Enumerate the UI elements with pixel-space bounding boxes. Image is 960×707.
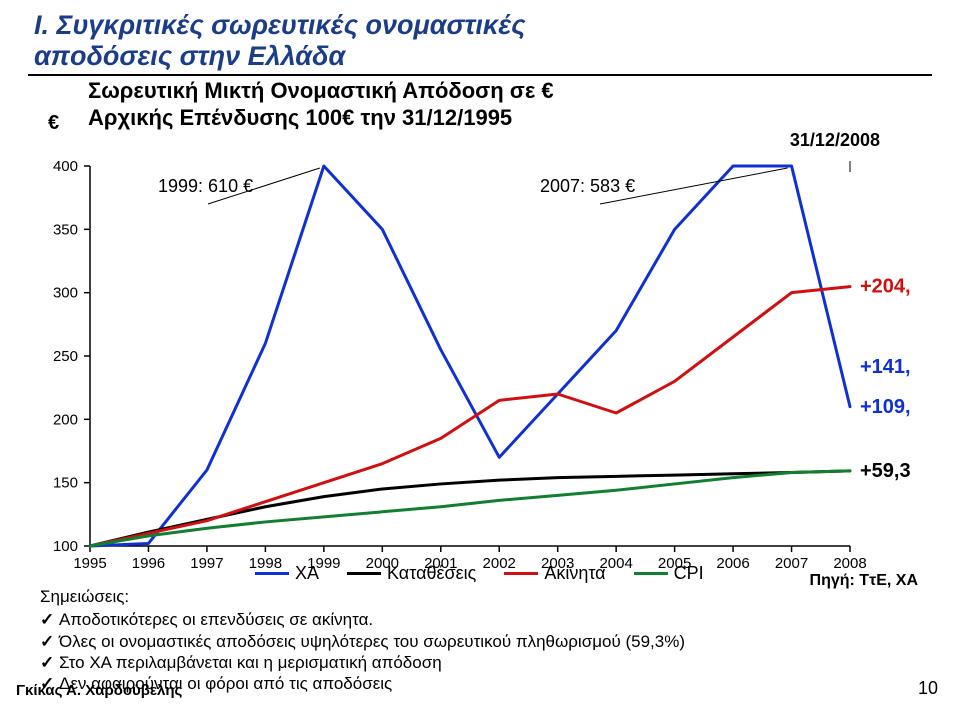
legend-label: CPI bbox=[674, 563, 704, 583]
svg-text:300: 300 bbox=[53, 285, 78, 302]
notes-item: Αποδοτικότερες οι επενδύσεις σε ακίνητα. bbox=[40, 609, 920, 630]
svg-text:250: 250 bbox=[53, 348, 78, 365]
svg-text:100: 100 bbox=[53, 538, 78, 555]
svg-text:1995: 1995 bbox=[73, 555, 106, 572]
legend-swatch bbox=[634, 572, 668, 575]
svg-text:350: 350 bbox=[53, 221, 78, 238]
svg-text:+109,7%: +109,7% bbox=[860, 396, 910, 418]
legend-label: Καταθέσεις bbox=[387, 563, 476, 583]
title-line-1: I. Συγκριτικές σωρευτικές ονομαστικές bbox=[34, 10, 960, 41]
svg-text:2008: 2008 bbox=[833, 555, 866, 572]
chart-area: 1001502002503003504001995199619971998199… bbox=[30, 156, 930, 586]
svg-text:+141,3%: +141,3% bbox=[860, 356, 910, 378]
svg-text:1997: 1997 bbox=[190, 555, 223, 572]
legend-swatch bbox=[255, 572, 289, 575]
svg-text:150: 150 bbox=[53, 475, 78, 492]
footer-author: Γκίκας Α. Χαρδούβελης bbox=[16, 682, 182, 699]
svg-text:2007: 583 €: 2007: 583 € bbox=[540, 176, 635, 196]
svg-text:1999: 610 €: 1999: 610 € bbox=[158, 176, 253, 196]
subtitle-block: Σωρευτική Μικτή Ονομαστική Απόδοση σε € … bbox=[0, 72, 960, 132]
legend-label: Ακίνητα bbox=[544, 563, 605, 583]
notes-block: Σημειώσεις: Αποδοτικότερες οι επενδύσεις… bbox=[40, 586, 920, 694]
legend: ΧΑ Καταθέσεις Ακίνητα CPI bbox=[235, 562, 712, 584]
svg-text:2006: 2006 bbox=[716, 555, 749, 572]
legend-swatch bbox=[347, 572, 381, 575]
title-line-2: αποδόσεις στην Ελλάδα bbox=[34, 41, 960, 72]
svg-text:+204,8%: +204,8% bbox=[860, 276, 910, 298]
subtitle-line-2: Αρχικής Επένδυσης 100€ την 31/12/1995 bbox=[88, 105, 960, 132]
title-block: I. Συγκριτικές σωρευτικές ονομαστικές απ… bbox=[0, 0, 960, 72]
line-chart-svg: 1001502002503003504001995199619971998199… bbox=[30, 156, 910, 576]
page-number: 10 bbox=[918, 678, 938, 699]
legend-swatch bbox=[504, 572, 538, 575]
subtitle-line-1: Σωρευτική Μικτή Ονομαστική Απόδοση σε € bbox=[88, 78, 960, 105]
notes-item: Όλες οι ονομαστικές αποδόσεις υψηλότερες… bbox=[40, 631, 920, 652]
svg-text:400: 400 bbox=[53, 158, 78, 175]
reference-date: 31/12/2008 bbox=[790, 130, 880, 151]
page-root: I. Συγκριτικές σωρευτικές ονομαστικές απ… bbox=[0, 0, 960, 707]
svg-text:2007: 2007 bbox=[775, 555, 808, 572]
svg-text:+59,3%: +59,3% bbox=[860, 460, 910, 482]
notes-item: Στο ΧΑ περιλαμβάνεται και η μερισματική … bbox=[40, 652, 920, 673]
legend-label: ΧΑ bbox=[295, 563, 319, 583]
notes-title: Σημειώσεις: bbox=[40, 587, 129, 606]
svg-text:1996: 1996 bbox=[132, 555, 165, 572]
svg-text:200: 200 bbox=[53, 411, 78, 428]
